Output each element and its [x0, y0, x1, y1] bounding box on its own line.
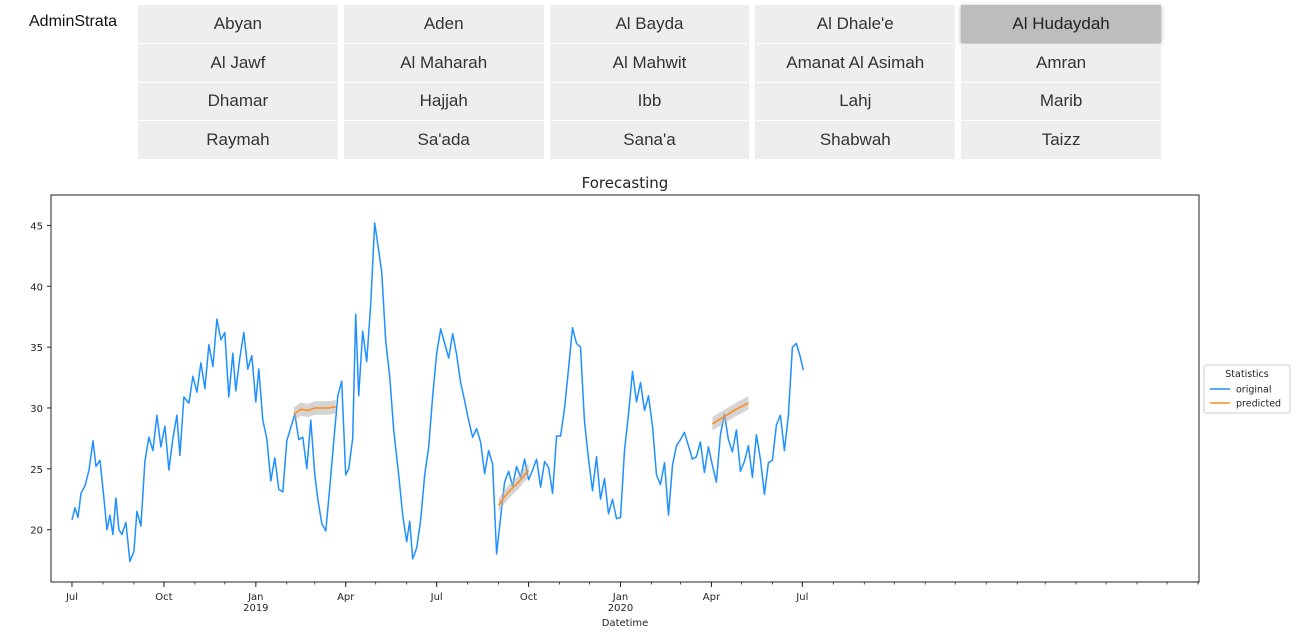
strata-toggle-raymah[interactable]: Raymah — [138, 121, 338, 159]
strata-toggle-hajjah[interactable]: Hajjah — [343, 82, 544, 121]
strata-toggle-al-jawf[interactable]: Al Jawf — [138, 43, 338, 82]
x-tick-label: Oct — [155, 592, 172, 603]
y-tick-label: 25 — [30, 465, 43, 476]
strata-toggle-al-maharah[interactable]: Al Maharah — [343, 43, 544, 82]
strata-toggle-buttons: Abyan Aden Al Bayda Al Dhale'e Al Hudaydah Al… — [138, 5, 1161, 159]
strata-toggle-dhamar[interactable]: Dhamar — [138, 82, 338, 121]
series-predicted-line — [293, 406, 336, 415]
strata-toggle-lahj[interactable]: Lahj — [755, 82, 956, 121]
x-tick-label: Jan — [247, 592, 263, 603]
x-tick-label: Jul — [65, 592, 78, 603]
x-tick-label: Oct — [520, 592, 537, 603]
legend-label-predicted: predicted — [1236, 399, 1281, 410]
series-predicted-line — [711, 402, 749, 425]
strata-toggle-sana-a[interactable]: Sana'a — [549, 121, 750, 159]
strata-label: AdminStrata — [29, 13, 118, 30]
strata-toggle-al-hudaydah[interactable]: Al Hudaydah — [961, 5, 1161, 43]
x-tick-label: Jul — [795, 592, 808, 603]
x-tick-label: Jan — [612, 592, 628, 603]
x-tick-year-label: 2019 — [243, 603, 268, 614]
y-tick-label: 20 — [30, 526, 43, 537]
legend-box — [1203, 364, 1291, 414]
strata-toggle-al-dhale-e[interactable]: Al Dhale'e — [755, 5, 956, 43]
y-tick-label: 40 — [30, 282, 43, 293]
plot-frame — [50, 194, 1200, 583]
y-tick-label: 30 — [30, 404, 43, 415]
strata-toggle-al-bayda[interactable]: Al Bayda — [549, 5, 750, 43]
strata-toggle-shabwah[interactable]: Shabwah — [755, 121, 956, 159]
strata-toggle-taizz[interactable]: Taizz — [961, 121, 1161, 159]
strata-toggle-aden[interactable]: Aden — [343, 5, 544, 43]
legend-title: Statistics — [1225, 369, 1268, 380]
strata-toggle-ibb[interactable]: Ibb — [549, 82, 750, 121]
legend-label-original: original — [1236, 385, 1272, 396]
x-tick-year-label: 2020 — [608, 603, 633, 614]
chart-title: Forecasting — [582, 174, 669, 192]
x-tick-label: Apr — [703, 592, 721, 603]
strata-toggle-sa-ada[interactable]: Sa'ada — [343, 121, 544, 159]
strata-toggle-abyan[interactable]: Abyan — [138, 5, 338, 43]
series-original-line — [71, 222, 805, 563]
x-tick-label: Apr — [337, 592, 355, 603]
strata-toggle-al-mahwit[interactable]: Al Mahwit — [549, 43, 750, 82]
y-tick-label: 35 — [30, 343, 43, 354]
strata-toggle-amanat-al-asimah[interactable]: Amanat Al Asimah — [755, 43, 956, 82]
x-tick-label: Jul — [430, 592, 443, 603]
strata-toggle-marib[interactable]: Marib — [961, 82, 1161, 121]
strata-toggle-amran[interactable]: Amran — [961, 43, 1161, 82]
y-tick-label: 45 — [30, 221, 43, 232]
predicted-confidence-band — [293, 400, 336, 421]
series-predicted-line — [497, 469, 530, 506]
x-axis-label: Datetime — [602, 618, 649, 629]
